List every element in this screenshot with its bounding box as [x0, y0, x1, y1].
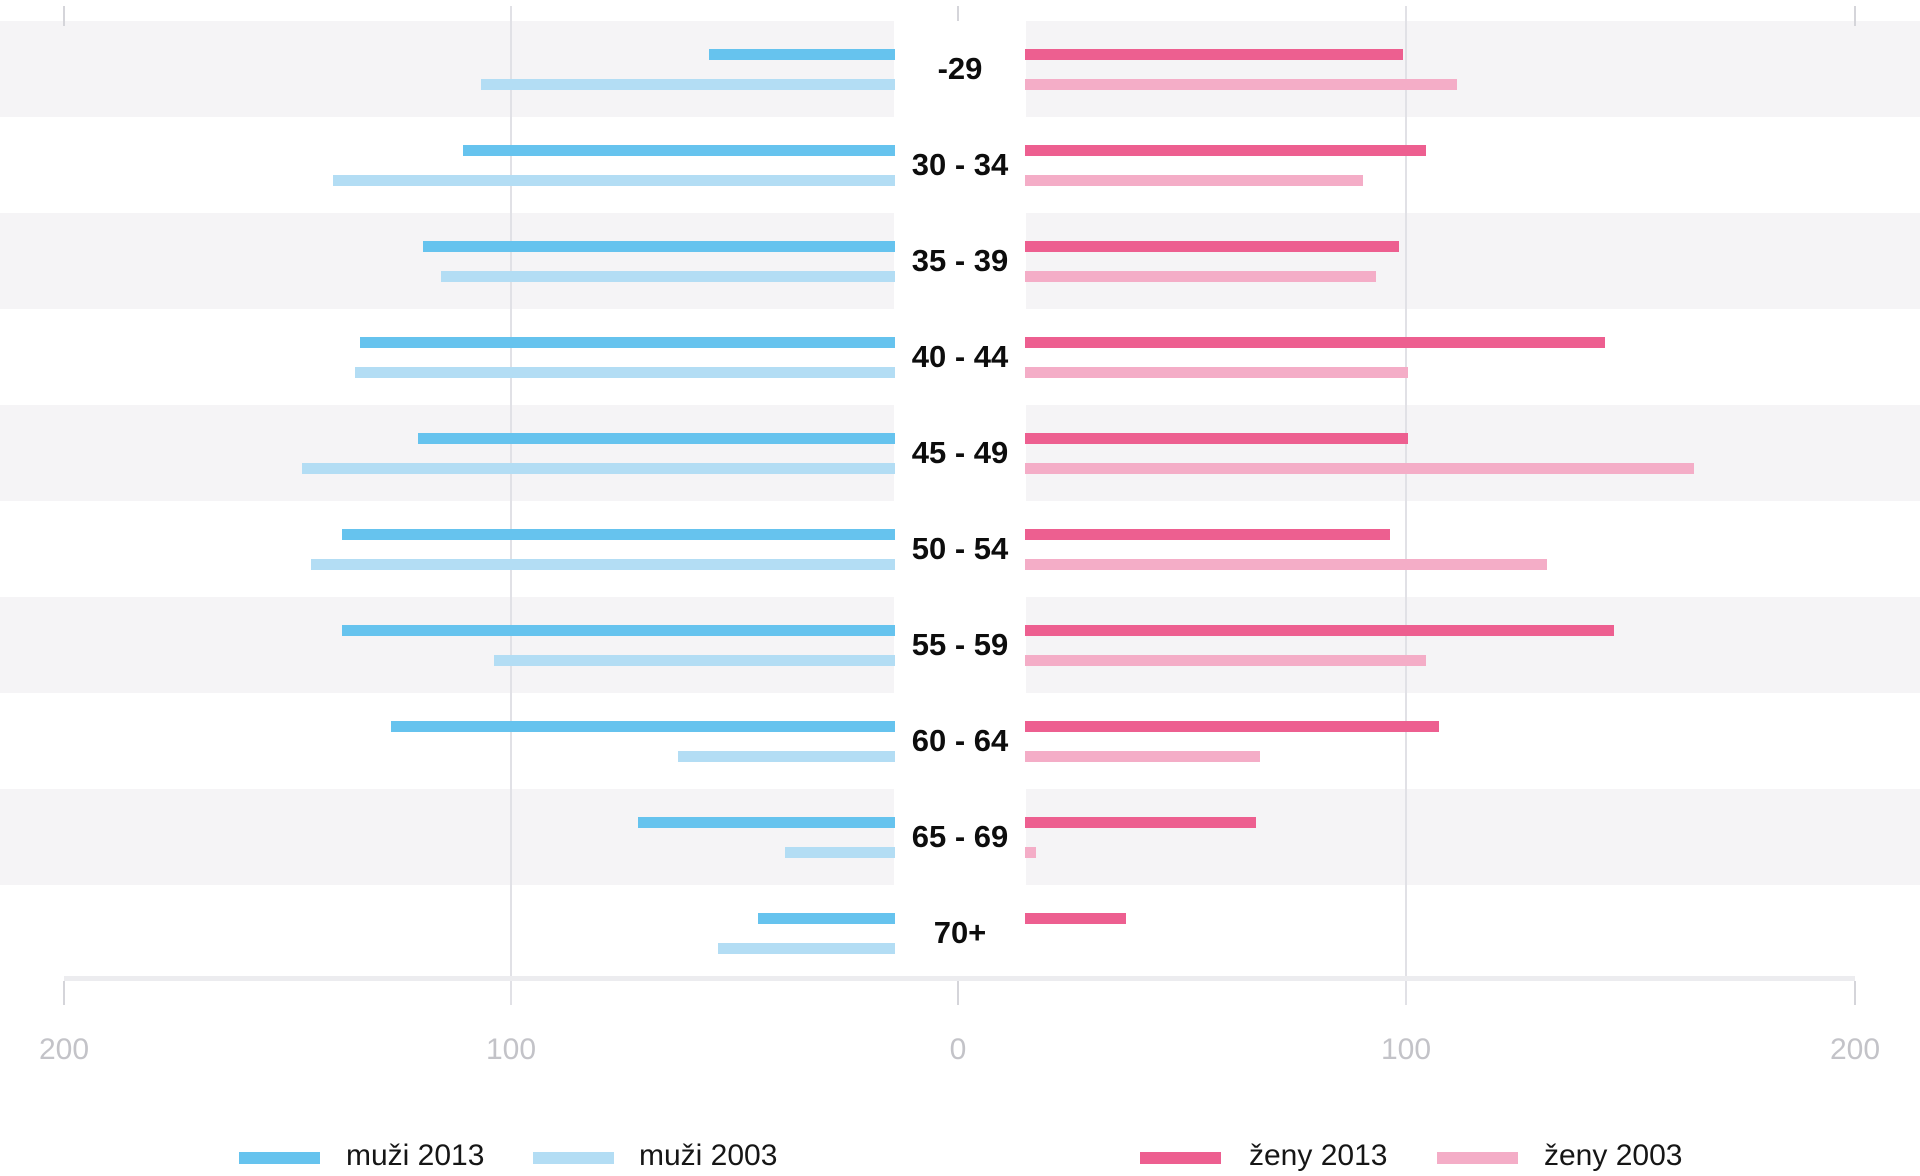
bar-zeny-2003-3: [1025, 271, 1377, 282]
legend-swatch-1: [239, 1152, 320, 1164]
x-axis-tick-label-2: 0: [949, 1033, 967, 1066]
bar-muzi-2013-6: [342, 529, 895, 540]
axis-top-tick-1: [957, 6, 959, 26]
bar-muzi-2013-4: [359, 337, 895, 348]
bar-zeny-2003-6: [1025, 559, 1547, 570]
bar-muzi-2013-3: [422, 241, 895, 252]
bar-zeny-2003-9: [1025, 847, 1037, 858]
bar-muzi-2013-10: [758, 913, 895, 924]
bar-zeny-2013-4: [1025, 337, 1605, 348]
age-label-strip-6: 50 - 54: [894, 501, 1026, 597]
bar-zeny-2003-4: [1025, 367, 1408, 378]
x-axis-tick-label-1: 100: [485, 1033, 537, 1066]
age-group-label: 35 - 39: [911, 243, 1009, 278]
x-axis-tick-label-4: 200: [1829, 1033, 1881, 1066]
age-label-strip-4: 40 - 44: [894, 309, 1026, 405]
bar-muzi-2003-4: [355, 367, 895, 378]
bar-muzi-2013-9: [637, 817, 895, 828]
x-axis-line: [64, 976, 1855, 981]
legend: muži 2013 muži 2003 ženy 2013 ženy 2003: [0, 1136, 1920, 1176]
bar-muzi-2013-1: [709, 49, 895, 60]
bar-muzi-2003-7: [494, 655, 895, 666]
bar-muzi-2003-10: [718, 943, 895, 954]
age-group-label: -29: [937, 51, 983, 86]
axis-top-tick-0: [63, 6, 65, 26]
bar-zeny-2003-8: [1025, 751, 1261, 762]
age-label-strip-10: 70+: [894, 885, 1026, 981]
legend-label-4: ženy 2003: [1544, 1139, 1683, 1172]
bar-zeny-2003-7: [1025, 655, 1426, 666]
bar-zeny-2003-5: [1025, 463, 1695, 474]
bar-muzi-2013-8: [391, 721, 895, 732]
bar-zeny-2013-5: [1025, 433, 1408, 444]
axis-bottom-tick-0: [63, 981, 65, 1005]
axis-top-tick-2: [1854, 6, 1856, 26]
bar-muzi-2013-5: [418, 433, 895, 444]
bar-muzi-2003-5: [301, 463, 895, 474]
bar-zeny-2003-2: [1025, 175, 1364, 186]
age-label-strip-8: 60 - 64: [894, 693, 1026, 789]
legend-label-3: ženy 2013: [1249, 1139, 1388, 1172]
age-group-label: 40 - 44: [911, 339, 1009, 374]
gridline-100-right: [1405, 6, 1407, 1005]
bar-zeny-2013-3: [1025, 241, 1399, 252]
bar-zeny-2013-8: [1025, 721, 1440, 732]
legend-swatch-4: [1437, 1152, 1518, 1164]
bar-zeny-2013-10: [1025, 913, 1126, 924]
gridline-100-left: [510, 6, 512, 1005]
age-label-strip-9: 65 - 69: [894, 789, 1026, 885]
age-group-label: 70+: [933, 915, 987, 950]
bar-zeny-2013-1: [1025, 49, 1404, 60]
age-label-strip-2: 30 - 34: [894, 117, 1026, 213]
age-label-strip-1: -29: [894, 21, 1026, 117]
age-group-label: 30 - 34: [911, 147, 1009, 182]
age-group-label: 60 - 64: [911, 723, 1009, 758]
age-group-label: 65 - 69: [911, 819, 1009, 854]
legend-label-2: muži 2003: [639, 1139, 778, 1172]
bar-muzi-2013-7: [342, 625, 895, 636]
bar-zeny-2013-2: [1025, 145, 1426, 156]
age-group-label: 50 - 54: [911, 531, 1009, 566]
legend-swatch-3: [1140, 1152, 1221, 1164]
age-label-strip-7: 55 - 59: [894, 597, 1026, 693]
axis-bottom-tick-1: [957, 981, 959, 1005]
bar-muzi-2003-6: [310, 559, 895, 570]
bar-zeny-2013-9: [1025, 817, 1256, 828]
bar-zeny-2013-6: [1025, 529, 1390, 540]
age-label-strip-5: 45 - 49: [894, 405, 1026, 501]
legend-swatch-2: [533, 1152, 614, 1164]
bar-muzi-2003-2: [333, 175, 895, 186]
bar-muzi-2013-2: [462, 145, 895, 156]
bar-zeny-2013-7: [1025, 625, 1614, 636]
bar-zeny-2003-1: [1025, 79, 1458, 90]
x-axis-tick-label-0: 200: [38, 1033, 90, 1066]
age-group-label: 45 - 49: [911, 435, 1009, 470]
age-label-strip-3: 35 - 39: [894, 213, 1026, 309]
legend-label-1: muži 2013: [346, 1139, 485, 1172]
bar-muzi-2003-3: [440, 271, 895, 282]
axis-bottom-tick-2: [1854, 981, 1856, 1005]
bar-muzi-2003-9: [785, 847, 895, 858]
age-group-label: 55 - 59: [911, 627, 1009, 662]
bar-muzi-2003-8: [677, 751, 895, 762]
bar-muzi-2003-1: [480, 79, 895, 90]
x-axis-tick-label-3: 100: [1380, 1033, 1432, 1066]
